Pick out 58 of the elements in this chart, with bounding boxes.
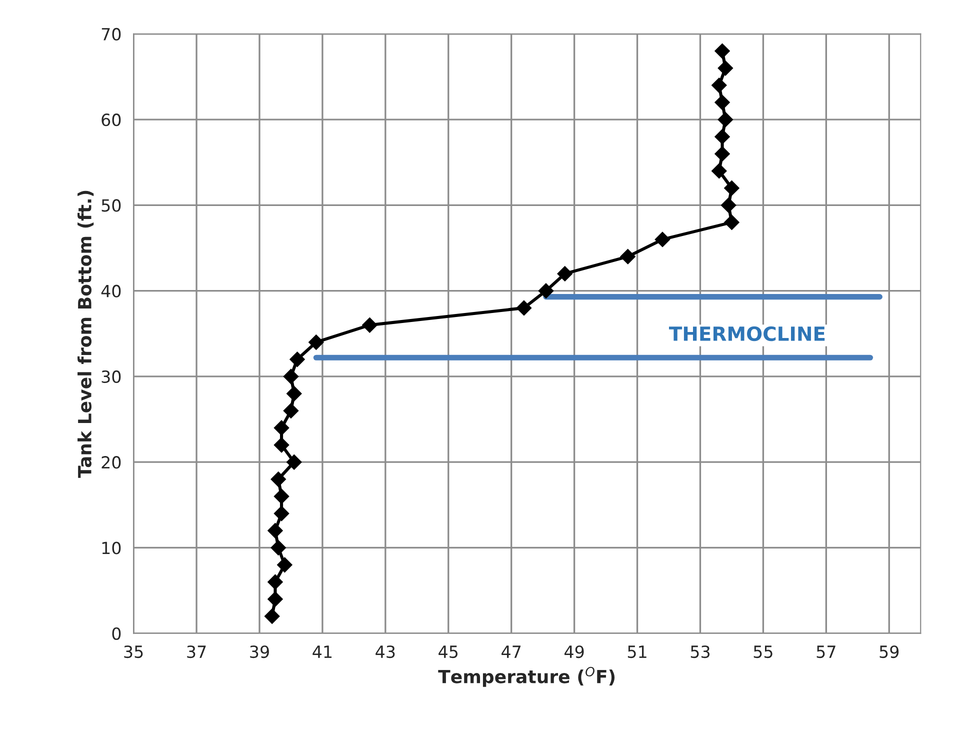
point	[270, 472, 286, 487]
y-tick-label: 0	[112, 627, 121, 640]
point	[516, 300, 532, 316]
point	[270, 540, 286, 556]
point	[654, 232, 670, 248]
point	[714, 129, 730, 144]
x-tick-label: 39	[250, 645, 269, 658]
point	[286, 386, 302, 402]
point	[714, 43, 730, 59]
point	[290, 352, 305, 367]
x-tick-label: 53	[690, 645, 710, 658]
x-tick-label: 35	[124, 645, 143, 658]
point	[268, 574, 283, 590]
point	[274, 437, 290, 453]
x-tick-label: 57	[816, 646, 836, 658]
point	[362, 318, 378, 333]
point	[283, 403, 299, 418]
x-tick-label: 43	[376, 645, 395, 658]
y-tick-label: 10	[102, 542, 121, 554]
annotation: THERMOCLINE	[668, 326, 825, 342]
point	[724, 180, 740, 196]
point	[718, 60, 733, 76]
point	[718, 112, 733, 128]
point	[714, 94, 730, 110]
point	[274, 488, 290, 504]
point	[274, 420, 290, 436]
point	[714, 146, 730, 162]
y-tick-label: 30	[102, 370, 121, 384]
point	[277, 557, 292, 572]
point	[724, 214, 740, 230]
point	[286, 454, 302, 470]
point	[283, 368, 299, 384]
x-tick-label: 37	[187, 645, 206, 658]
point	[721, 198, 736, 213]
x-axis-title: Temperature ($^{O}$F)	[438, 666, 615, 687]
y-tick-label: 70	[102, 28, 121, 40]
x-tick-label: 51	[628, 646, 646, 658]
x-tick-label: 45	[438, 646, 458, 658]
y-tick-label: 50	[102, 199, 121, 212]
point	[712, 78, 727, 93]
point	[308, 334, 324, 350]
point	[620, 249, 636, 264]
x-tick-label: 47	[502, 646, 521, 658]
point	[557, 266, 572, 282]
y-tick-label: 60	[102, 114, 121, 126]
point	[274, 506, 290, 522]
x-tick-label: 55	[754, 646, 772, 658]
point	[712, 163, 727, 179]
x-tick-label: 49	[564, 645, 584, 658]
y-tick-label: 20	[102, 456, 121, 469]
x-tick-label: 41	[312, 646, 332, 658]
x-tick-label: 59	[880, 645, 899, 658]
point	[264, 608, 280, 624]
y-tick-label: 40	[101, 284, 121, 298]
y-axis-title: Tank Level from Bottom (ft.)	[78, 190, 94, 478]
point	[268, 523, 283, 538]
point	[268, 592, 283, 607]
point	[538, 283, 554, 298]
